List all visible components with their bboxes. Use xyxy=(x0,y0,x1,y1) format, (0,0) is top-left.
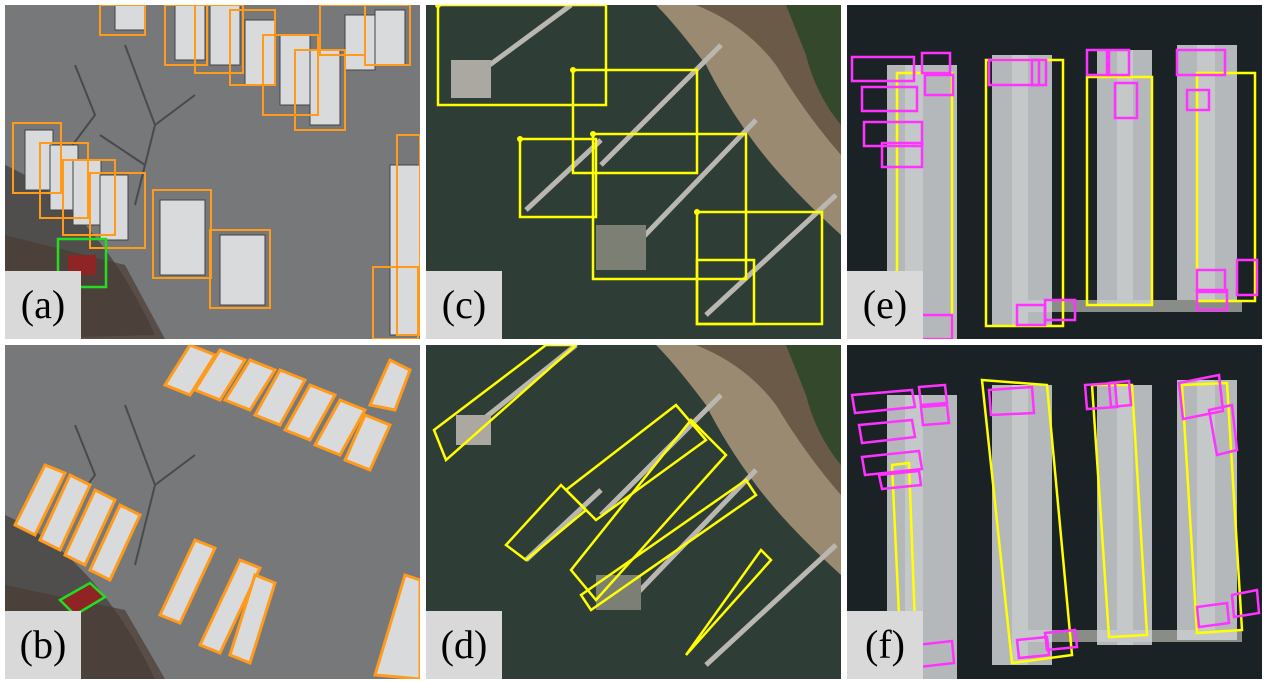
panel-label: (d) xyxy=(426,611,502,679)
panel-f-image xyxy=(847,345,1262,679)
panel-a: (a) xyxy=(5,5,420,339)
panel-e-image xyxy=(847,5,1262,339)
panel-label: (f) xyxy=(847,611,923,679)
panel-d: (d) xyxy=(426,345,841,679)
panel-f: (f) xyxy=(847,345,1262,679)
panel-c: (c) xyxy=(426,5,841,339)
panel-e: (e) xyxy=(847,5,1262,339)
panel-label: (e) xyxy=(847,271,923,339)
panel-label: (a) xyxy=(5,271,81,339)
panel-label: (c) xyxy=(426,271,502,339)
panel-b: (b) xyxy=(5,345,420,679)
panel-label: (b) xyxy=(5,611,81,679)
